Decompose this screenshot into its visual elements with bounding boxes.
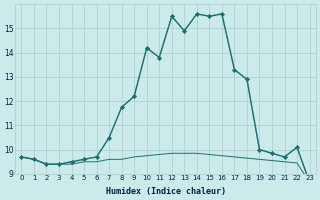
X-axis label: Humidex (Indice chaleur): Humidex (Indice chaleur) bbox=[106, 187, 226, 196]
